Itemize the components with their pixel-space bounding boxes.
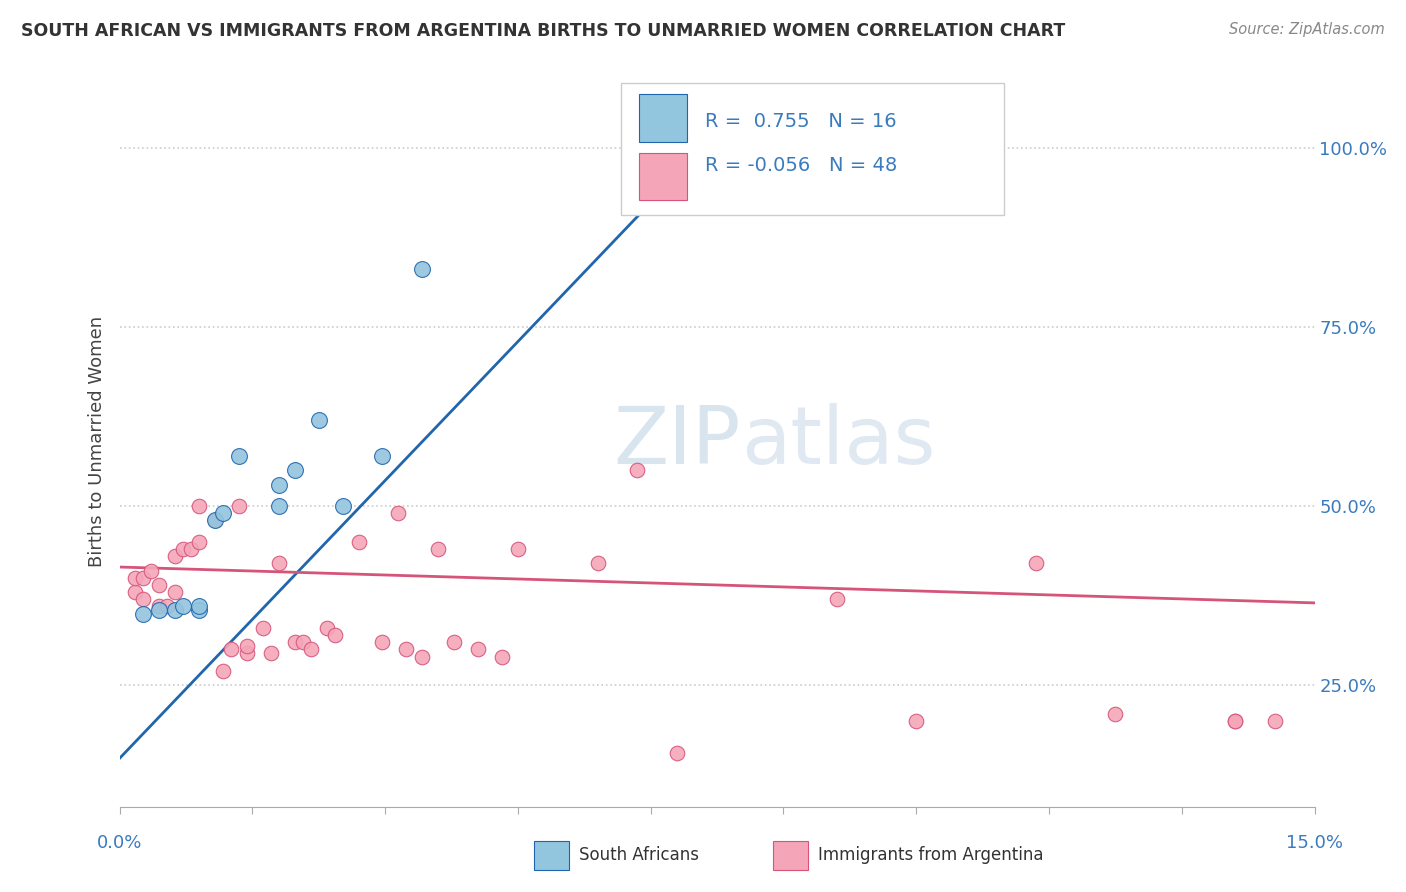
- Point: [1104, 706, 1126, 721]
- Point: [148, 603, 170, 617]
- Point: [1264, 714, 1286, 729]
- Point: [132, 607, 155, 621]
- Point: [188, 499, 211, 513]
- Point: [228, 449, 250, 463]
- Text: R =  0.755   N = 16: R = 0.755 N = 16: [706, 112, 897, 131]
- Point: [411, 649, 433, 664]
- Point: [148, 578, 170, 592]
- Point: [291, 635, 314, 649]
- Point: [172, 542, 194, 557]
- Point: [212, 664, 235, 678]
- Point: [267, 477, 290, 491]
- Point: [332, 499, 354, 513]
- Point: [165, 549, 187, 564]
- Point: [236, 646, 259, 660]
- Point: [132, 571, 155, 585]
- Point: [308, 413, 330, 427]
- Point: [371, 635, 394, 649]
- Text: 0.0%: 0.0%: [97, 834, 142, 852]
- Point: [467, 642, 489, 657]
- Point: [148, 599, 170, 614]
- Point: [315, 621, 337, 635]
- Point: [228, 499, 250, 513]
- Text: R = -0.056   N = 48: R = -0.056 N = 48: [706, 156, 897, 176]
- Text: Source: ZipAtlas.com: Source: ZipAtlas.com: [1229, 22, 1385, 37]
- Point: [267, 557, 290, 571]
- Point: [124, 571, 146, 585]
- Text: SOUTH AFRICAN VS IMMIGRANTS FROM ARGENTINA BIRTHS TO UNMARRIED WOMEN CORRELATION: SOUTH AFRICAN VS IMMIGRANTS FROM ARGENTI…: [21, 22, 1066, 40]
- Point: [267, 499, 290, 513]
- Point: [411, 262, 433, 277]
- Point: [387, 506, 409, 520]
- Y-axis label: Births to Unmarried Women: Births to Unmarried Women: [87, 316, 105, 567]
- Point: [188, 535, 211, 549]
- Point: [284, 635, 307, 649]
- Point: [212, 506, 235, 520]
- Point: [180, 542, 202, 557]
- Point: [236, 639, 259, 653]
- Point: [124, 585, 146, 599]
- Point: [443, 635, 465, 649]
- Point: [1223, 714, 1246, 729]
- Point: [188, 599, 211, 614]
- Point: [260, 646, 283, 660]
- Point: [252, 621, 274, 635]
- Point: [219, 642, 242, 657]
- Point: [204, 513, 226, 527]
- Point: [1223, 714, 1246, 729]
- Point: [1025, 557, 1047, 571]
- Point: [188, 603, 211, 617]
- Point: [395, 642, 418, 657]
- Point: [141, 564, 163, 578]
- FancyBboxPatch shape: [640, 94, 688, 142]
- Point: [284, 463, 307, 477]
- Point: [905, 714, 928, 729]
- Text: South Africans: South Africans: [579, 847, 699, 864]
- Point: [156, 599, 179, 614]
- Point: [626, 463, 648, 477]
- Point: [371, 449, 394, 463]
- Point: [172, 599, 194, 614]
- Point: [347, 535, 370, 549]
- Point: [299, 642, 322, 657]
- Point: [323, 628, 346, 642]
- FancyBboxPatch shape: [621, 83, 1004, 215]
- Point: [132, 592, 155, 607]
- Point: [825, 592, 848, 607]
- Text: ZIP: ZIP: [613, 402, 741, 481]
- FancyBboxPatch shape: [640, 153, 688, 200]
- Point: [165, 603, 187, 617]
- Text: 15.0%: 15.0%: [1286, 834, 1343, 852]
- Text: atlas: atlas: [741, 402, 935, 481]
- Point: [666, 747, 689, 761]
- Point: [506, 542, 529, 557]
- Text: Immigrants from Argentina: Immigrants from Argentina: [818, 847, 1043, 864]
- Point: [586, 557, 609, 571]
- Point: [165, 585, 187, 599]
- Point: [204, 513, 226, 527]
- Point: [427, 542, 450, 557]
- Point: [491, 649, 513, 664]
